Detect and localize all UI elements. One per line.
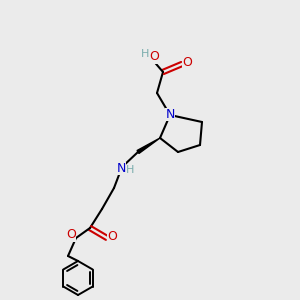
Text: O: O [149, 50, 159, 64]
Text: H: H [126, 165, 134, 175]
Text: N: N [116, 161, 126, 175]
Polygon shape [137, 138, 160, 154]
Text: O: O [182, 56, 192, 70]
Text: H: H [141, 49, 149, 59]
Text: O: O [66, 229, 76, 242]
Text: O: O [107, 230, 117, 244]
Text: N: N [165, 107, 175, 121]
